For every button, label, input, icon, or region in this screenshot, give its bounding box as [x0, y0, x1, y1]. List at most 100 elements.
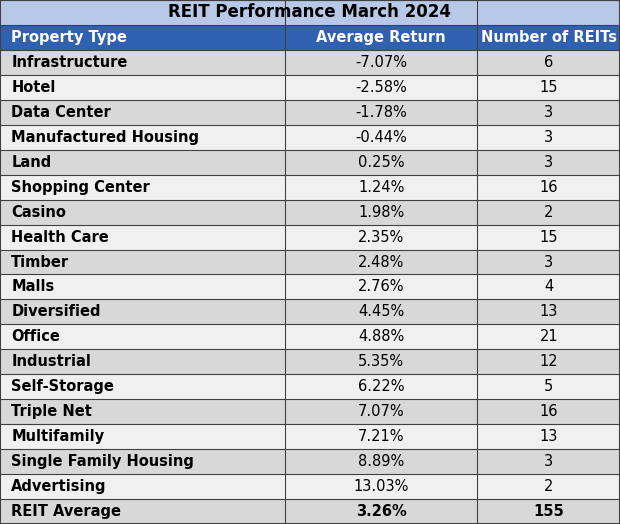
Text: 1.98%: 1.98% [358, 204, 404, 220]
Bar [477, 399, 620, 424]
Text: Property Type: Property Type [11, 30, 127, 45]
Text: 2: 2 [544, 204, 554, 220]
Text: Malls: Malls [11, 279, 55, 294]
Text: Shopping Center: Shopping Center [11, 180, 150, 194]
Text: 3: 3 [544, 105, 553, 120]
Text: 13: 13 [539, 304, 558, 320]
Text: 8.89%: 8.89% [358, 454, 404, 469]
Bar [0, 75, 285, 100]
Text: -7.07%: -7.07% [355, 55, 407, 70]
Bar [0, 399, 285, 424]
Bar [477, 424, 620, 449]
Bar [285, 200, 477, 225]
Text: 21: 21 [539, 330, 558, 344]
Bar [0, 350, 285, 374]
Bar [477, 174, 620, 200]
Text: 7.21%: 7.21% [358, 429, 404, 444]
Bar [0, 50, 285, 75]
Text: Diversified: Diversified [11, 304, 100, 320]
Text: REIT Average: REIT Average [11, 504, 121, 519]
Bar [285, 174, 477, 200]
Bar [0, 249, 285, 275]
Text: Multifamily: Multifamily [11, 429, 104, 444]
Bar [477, 299, 620, 324]
Bar [285, 100, 477, 125]
Text: 2.35%: 2.35% [358, 230, 404, 245]
Bar [477, 200, 620, 225]
Text: 3: 3 [544, 130, 553, 145]
Bar [285, 125, 477, 150]
Text: 5: 5 [544, 379, 553, 394]
Text: REIT Performance March 2024: REIT Performance March 2024 [169, 4, 451, 21]
Bar [0, 125, 285, 150]
Bar [477, 350, 620, 374]
Bar [477, 225, 620, 249]
Text: 6.22%: 6.22% [358, 379, 404, 394]
Text: 2.76%: 2.76% [358, 279, 404, 294]
Bar [477, 249, 620, 275]
Text: Triple Net: Triple Net [11, 404, 92, 419]
Bar [285, 225, 477, 249]
Bar [0, 174, 285, 200]
Bar [0, 150, 285, 174]
Text: 2: 2 [544, 479, 554, 494]
Text: 13.03%: 13.03% [353, 479, 409, 494]
Bar [0, 499, 285, 524]
Text: 1.24%: 1.24% [358, 180, 404, 194]
Bar [0, 299, 285, 324]
Bar [285, 449, 477, 474]
Text: 4.45%: 4.45% [358, 304, 404, 320]
Bar [0, 324, 285, 350]
Bar [477, 150, 620, 174]
Bar [285, 424, 477, 449]
Text: Infrastructure: Infrastructure [11, 55, 128, 70]
Text: 16: 16 [539, 180, 558, 194]
Text: Casino: Casino [11, 204, 66, 220]
Bar [285, 50, 477, 75]
Bar [0, 474, 285, 499]
Bar [477, 75, 620, 100]
Bar [285, 25, 477, 50]
Text: 16: 16 [539, 404, 558, 419]
Text: 4: 4 [544, 279, 553, 294]
Bar [0, 0, 620, 25]
Bar [285, 324, 477, 350]
Bar [0, 25, 285, 50]
Text: 5.35%: 5.35% [358, 354, 404, 369]
Text: 3.26%: 3.26% [356, 504, 407, 519]
Text: Land: Land [11, 155, 51, 170]
Bar [477, 449, 620, 474]
Text: 2.48%: 2.48% [358, 255, 404, 269]
Text: Health Care: Health Care [11, 230, 109, 245]
Text: 6: 6 [544, 55, 553, 70]
Text: Manufactured Housing: Manufactured Housing [11, 130, 199, 145]
Text: Average Return: Average Return [316, 30, 446, 45]
Bar [285, 150, 477, 174]
Bar [0, 225, 285, 249]
Text: -0.44%: -0.44% [355, 130, 407, 145]
Bar [0, 200, 285, 225]
Bar [0, 374, 285, 399]
Bar [285, 75, 477, 100]
Bar [0, 275, 285, 299]
Text: 0.25%: 0.25% [358, 155, 404, 170]
Bar [477, 100, 620, 125]
Bar [477, 474, 620, 499]
Text: 3: 3 [544, 155, 553, 170]
Bar [0, 449, 285, 474]
Text: 12: 12 [539, 354, 558, 369]
Bar [285, 299, 477, 324]
Text: Self-Storage: Self-Storage [11, 379, 114, 394]
Text: 3: 3 [544, 454, 553, 469]
Text: Office: Office [11, 330, 60, 344]
Bar [285, 499, 477, 524]
Text: Advertising: Advertising [11, 479, 107, 494]
Text: Hotel: Hotel [11, 80, 56, 95]
Bar [477, 50, 620, 75]
Bar [477, 25, 620, 50]
Text: -2.58%: -2.58% [355, 80, 407, 95]
Bar [285, 474, 477, 499]
Bar [0, 100, 285, 125]
Text: Timber: Timber [11, 255, 69, 269]
Bar [285, 275, 477, 299]
